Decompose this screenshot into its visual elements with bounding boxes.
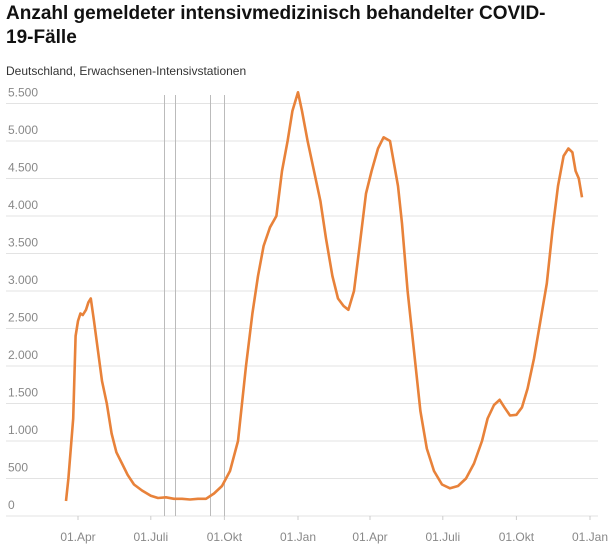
x-tick-label: 01.Jan <box>280 530 316 544</box>
x-tick-label: 01.Juli <box>133 530 168 544</box>
x-tick-label: 01.Juli <box>425 530 460 544</box>
y-tick-label: 1.000 <box>8 423 38 437</box>
y-tick-label: 0 <box>8 498 15 512</box>
x-tick-label: 01.Jan <box>572 530 608 544</box>
y-tick-label: 2.000 <box>8 348 38 362</box>
y-tick-label: 4.500 <box>8 161 38 175</box>
y-tick-label: 3.000 <box>8 273 38 287</box>
grid <box>6 103 598 517</box>
x-tick-label: 01.Apr <box>352 530 387 544</box>
x-tick-label: 01.Okt <box>499 530 535 544</box>
y-tick-label: 5.000 <box>8 123 38 137</box>
x-tick-label: 01.Apr <box>60 530 95 544</box>
y-tick-label: 5.500 <box>8 86 38 100</box>
y-tick-label: 2.500 <box>8 311 38 325</box>
annotation-lines <box>164 95 225 516</box>
y-tick-label: 1.500 <box>8 386 38 400</box>
data-line <box>64 91 584 502</box>
chart-title: 19-Fälle <box>6 27 77 48</box>
y-tick-label: 4.000 <box>8 198 38 212</box>
y-tick-label: 500 <box>8 461 28 475</box>
y-tick-label: 3.500 <box>8 236 38 250</box>
x-tick-label: 01.Okt <box>207 530 243 544</box>
chart-title: Anzahl gemeldeter intensivmedizinisch be… <box>6 3 546 24</box>
chart-subtitle: Deutschland, Erwachsenen-Intensivstation… <box>6 64 246 78</box>
